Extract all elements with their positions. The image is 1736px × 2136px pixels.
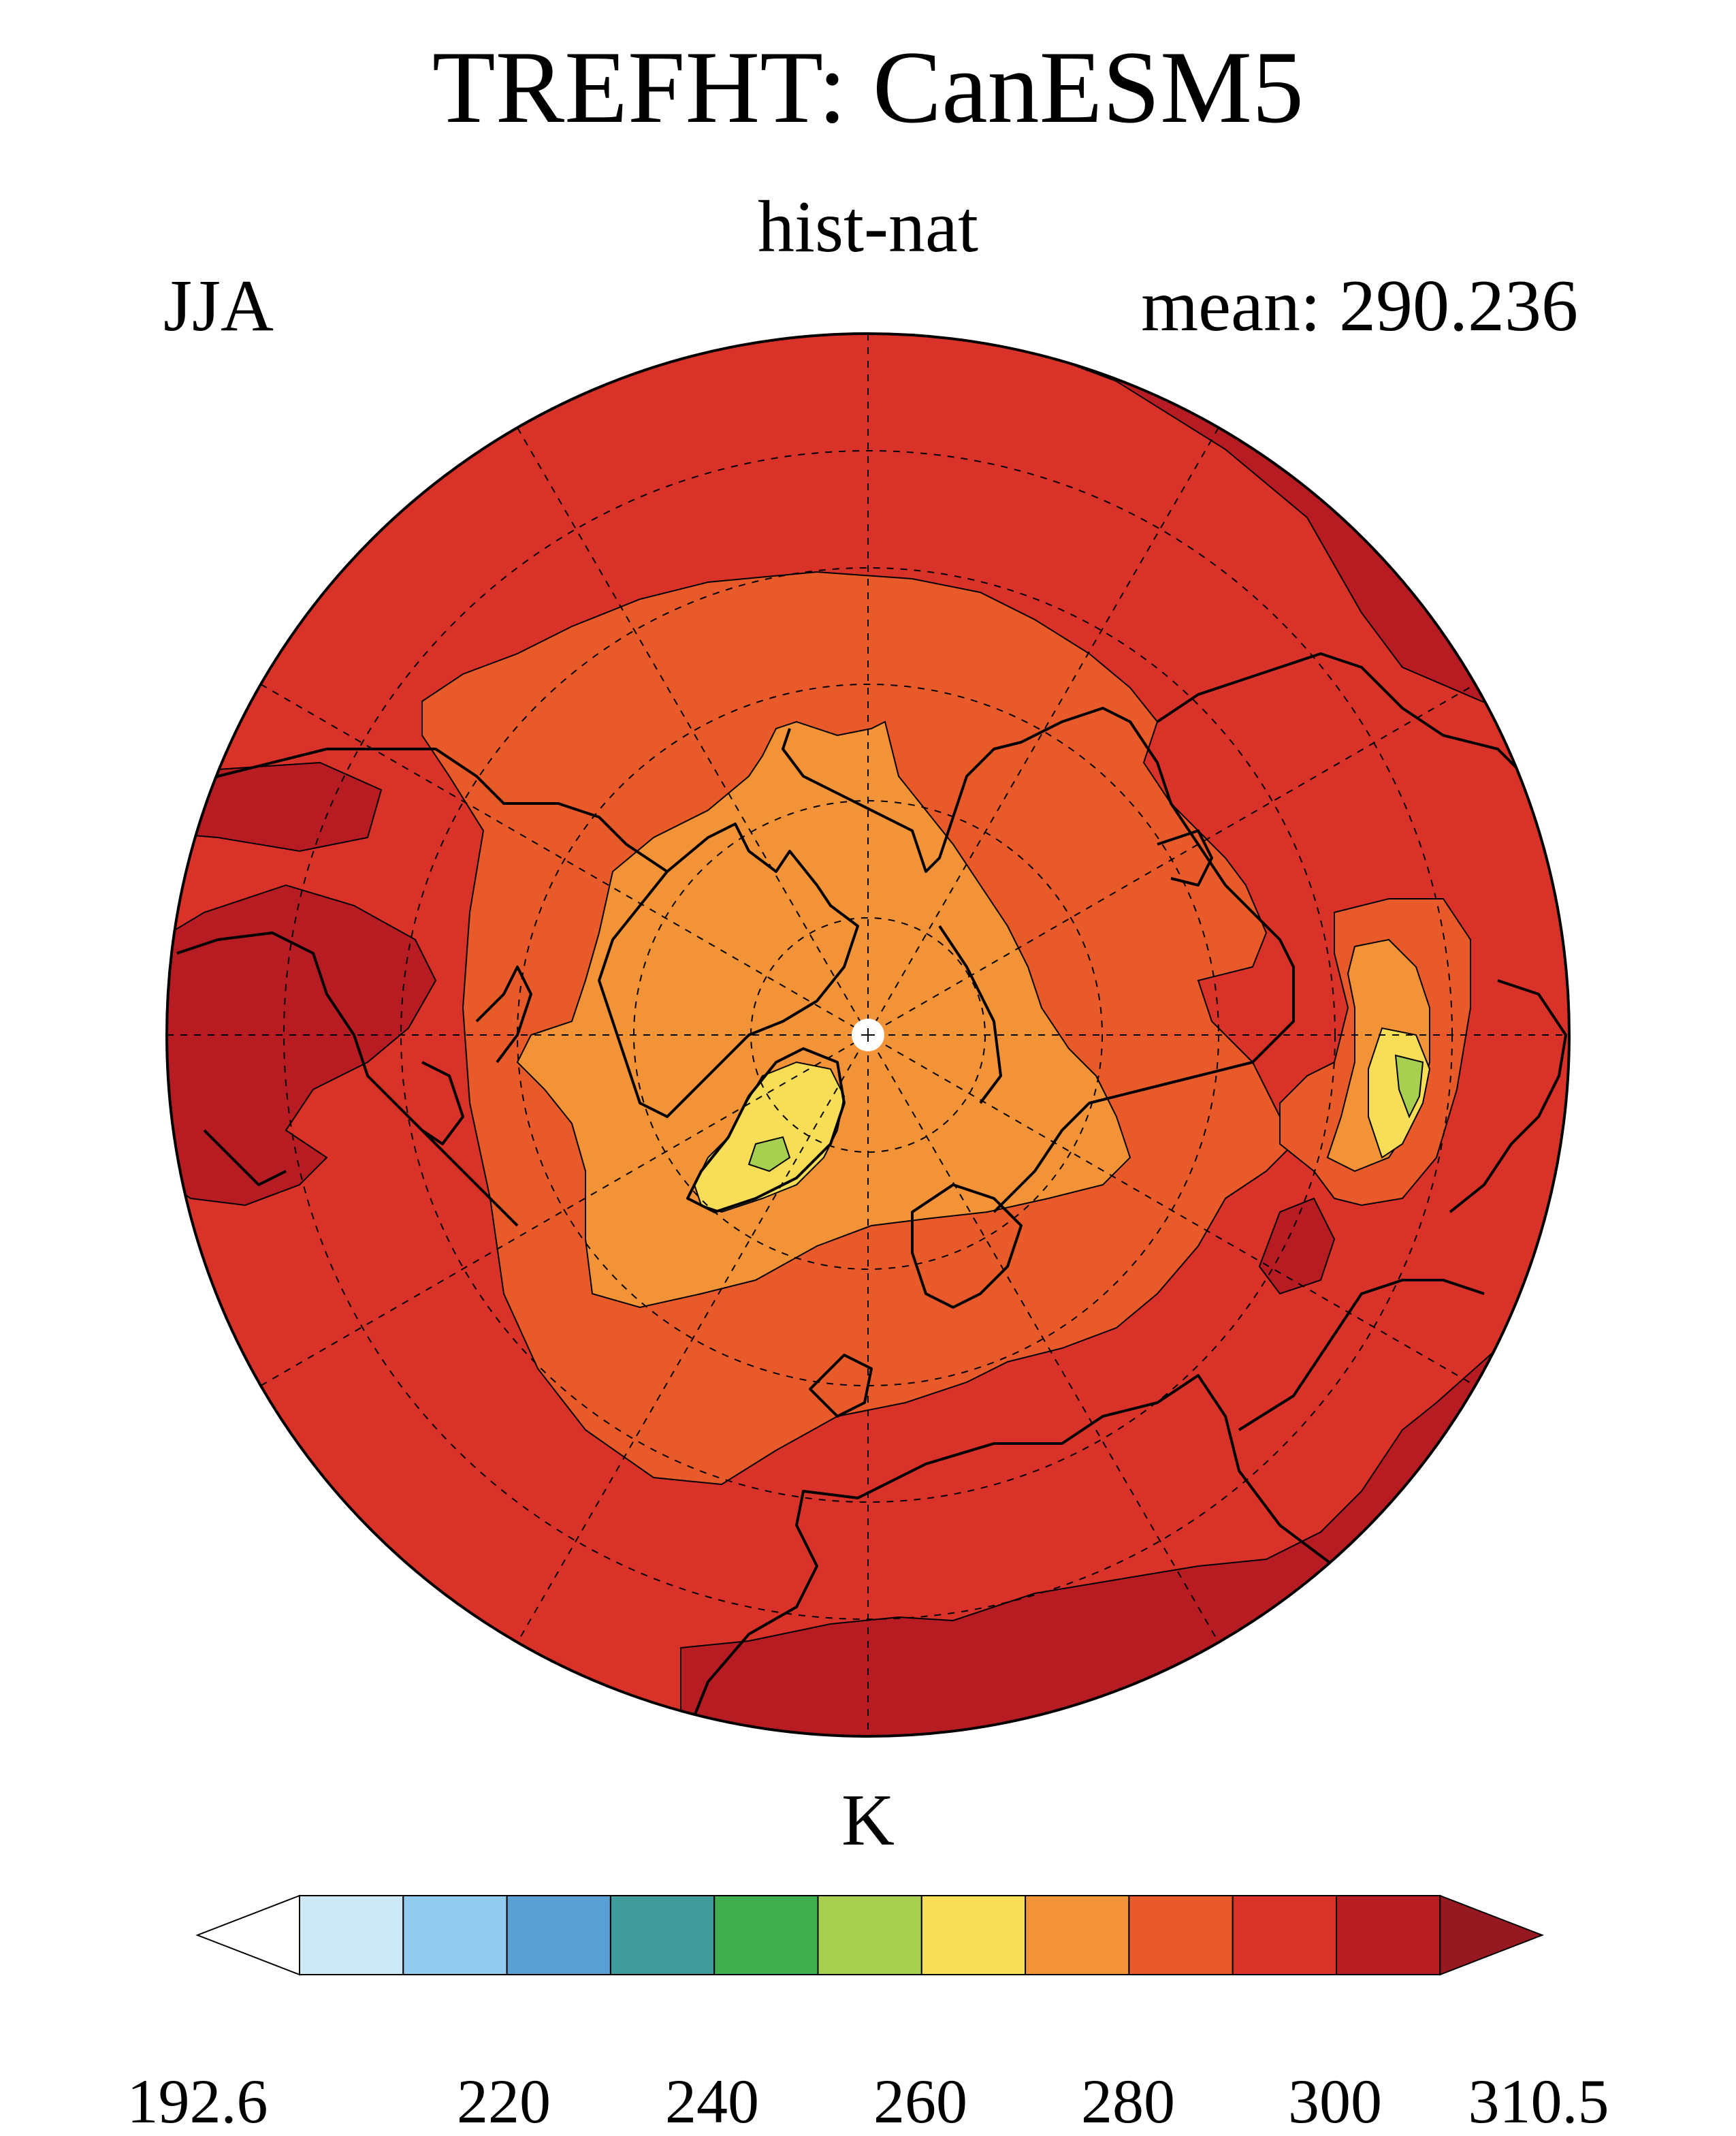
experiment-subtitle: hist-nat (758, 187, 978, 268)
colorbar-level-box (817, 1895, 922, 1975)
colorbar-tick-label: 240 (665, 2067, 759, 2136)
colorbar-upper-extension (1439, 1894, 1545, 1976)
season-label: JJA (163, 266, 274, 347)
colorbar-tick-label: 310.5 (1468, 2067, 1609, 2136)
colorbar-level-box (1025, 1895, 1130, 1975)
map-boundary (165, 332, 1571, 1738)
colorbar-tick-label: 192.6 (127, 2067, 268, 2136)
region-tibet-250-260 (1394, 1054, 1424, 1119)
region-central-asia-deserts (1258, 1197, 1336, 1295)
colorbar-tick-label: 300 (1288, 2067, 1382, 2136)
colorbar-level-box (920, 1895, 1027, 1975)
colorbar-lower-extension (195, 1894, 300, 1976)
colorbar-level-box (1336, 1895, 1441, 1975)
colorbar-level-box (609, 1895, 716, 1975)
colorbar-level-box (402, 1895, 508, 1975)
colorbar-level-box (1128, 1895, 1234, 1975)
coastlines (176, 652, 1567, 1736)
region-greenland-summit (748, 1136, 791, 1173)
colorbar-units-label: K (841, 1780, 895, 1861)
colorbar-level-box (506, 1895, 611, 1975)
colorbar-level-box (299, 1895, 404, 1975)
figure-title: TREFHT: CanESM5 (432, 30, 1304, 144)
colorbar-level-box (1232, 1895, 1337, 1975)
colorbar-level-box (713, 1895, 819, 1975)
colorbar-tick-label: 220 (457, 2067, 551, 2136)
colorbar-tick-label: 260 (873, 2067, 967, 2136)
colorbar-tick-label: 280 (1081, 2067, 1175, 2136)
colorbar (195, 1894, 1545, 1976)
mean-value-label: mean: 290.236 (1141, 266, 1578, 347)
